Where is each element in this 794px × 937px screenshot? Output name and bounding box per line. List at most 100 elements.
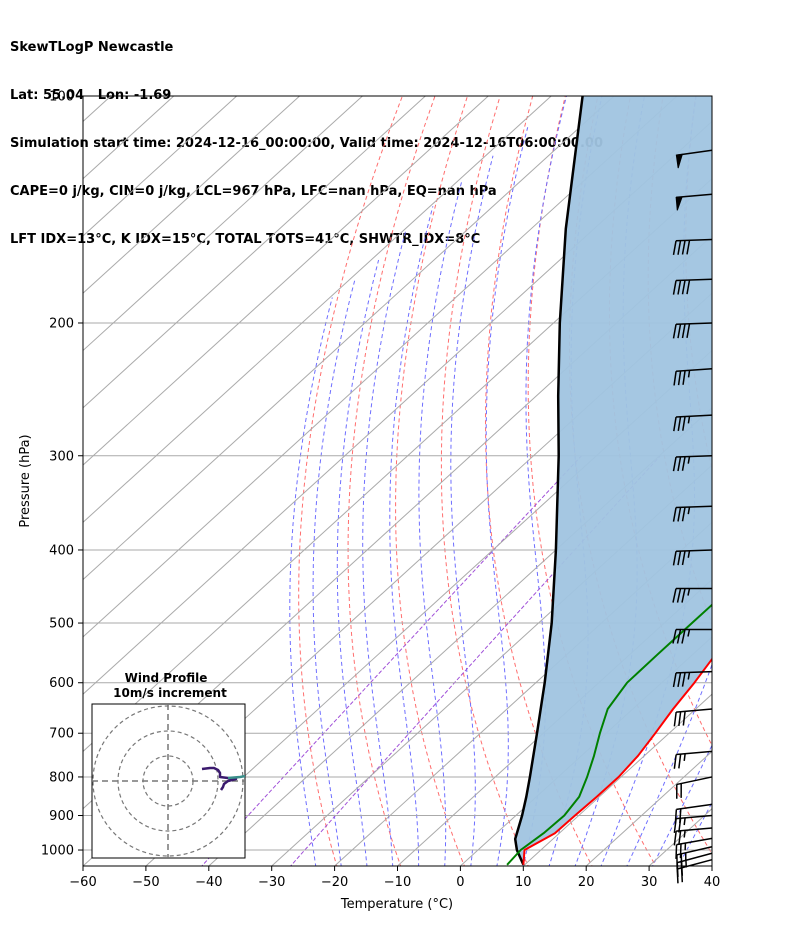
barb-shaft bbox=[675, 505, 713, 509]
barb-full bbox=[679, 808, 682, 824]
wind-barb bbox=[672, 549, 713, 566]
title-station: SkewTLogP Newcastle bbox=[10, 40, 174, 55]
barb-full bbox=[681, 550, 686, 566]
barb-full bbox=[677, 416, 682, 432]
barb-full bbox=[673, 754, 677, 769]
barb-half bbox=[687, 629, 691, 637]
dewpoint-profile-line bbox=[506, 603, 712, 866]
wind-barb bbox=[672, 278, 713, 295]
barb-shaft bbox=[675, 238, 713, 242]
y-tick-label: 1000 bbox=[41, 844, 74, 859]
barb-full bbox=[672, 324, 677, 339]
y-tick-label: 200 bbox=[49, 316, 74, 331]
barb-full bbox=[678, 711, 682, 727]
barb-half bbox=[683, 817, 686, 826]
barb-flag bbox=[675, 196, 683, 211]
moist-adiabat bbox=[362, 228, 407, 866]
wind-barb bbox=[672, 628, 712, 644]
y-tick-label: 300 bbox=[49, 449, 74, 464]
barb-full bbox=[675, 844, 678, 859]
wind-barb bbox=[673, 414, 713, 432]
barb-shaft bbox=[676, 368, 713, 373]
barb-full bbox=[681, 629, 686, 644]
wind-barb bbox=[673, 708, 713, 727]
barb-full bbox=[673, 416, 677, 432]
barb-shaft bbox=[676, 837, 713, 846]
x-tick-label: 40 bbox=[704, 875, 721, 890]
moist-adiabat bbox=[389, 206, 434, 866]
barb-full bbox=[677, 370, 682, 386]
x-tick-label: 0 bbox=[456, 875, 464, 890]
isotherm bbox=[333, 521, 712, 866]
dry-adiabat bbox=[395, 96, 469, 866]
barb-full bbox=[681, 240, 686, 255]
barb-shaft bbox=[677, 858, 713, 870]
barb-shaft bbox=[676, 814, 713, 820]
wind-barb bbox=[672, 505, 713, 522]
barb-full bbox=[672, 551, 677, 566]
barb-full bbox=[681, 672, 686, 687]
moist-adiabat bbox=[522, 96, 568, 866]
barb-full bbox=[672, 629, 677, 644]
barb-full bbox=[682, 711, 686, 726]
isotherm bbox=[83, 96, 301, 294]
x-tick-label: −20 bbox=[321, 875, 348, 890]
wind-barbs bbox=[672, 149, 713, 884]
barb-full bbox=[682, 370, 686, 385]
barb-full bbox=[678, 754, 682, 769]
x-axis-label: Temperature (°C) bbox=[340, 897, 453, 912]
y-axis-label: Pressure (hPa) bbox=[18, 434, 33, 527]
isotherm bbox=[83, 96, 552, 524]
moist-adiabat bbox=[289, 297, 333, 866]
barb-full bbox=[672, 456, 677, 472]
y-tick-label: 100 bbox=[49, 90, 74, 105]
barb-shaft bbox=[675, 455, 713, 458]
barb-shaft bbox=[676, 708, 713, 713]
dry-adiabat bbox=[298, 96, 403, 866]
barb-full bbox=[677, 507, 682, 522]
barb-full bbox=[677, 323, 682, 339]
barb-shaft bbox=[676, 750, 713, 756]
moist-adiabat bbox=[485, 127, 529, 866]
axis-ticks: −60 −50 −40 −30 −20 −10 0 10 20 30 40 100 200 300 400 5… bbox=[41, 90, 720, 891]
isotherm bbox=[585, 750, 712, 866]
figure-header: SkewTLogP Newcastle Lat: 55.04 Lon: -1.6… bbox=[10, 8, 603, 280]
barb-shaft bbox=[676, 414, 713, 418]
barb-full bbox=[676, 588, 682, 603]
dry-adiabat bbox=[347, 96, 436, 866]
barb-full bbox=[672, 507, 677, 522]
wind-barb bbox=[675, 193, 713, 211]
barb-full bbox=[681, 456, 686, 471]
hodograph-trace-lower bbox=[227, 774, 245, 780]
barb-full bbox=[686, 240, 691, 255]
barb-full bbox=[681, 323, 686, 339]
barb-half bbox=[687, 550, 691, 558]
barb-shaft bbox=[675, 670, 713, 674]
dry-adiabat bbox=[440, 96, 529, 866]
barb-full bbox=[677, 456, 682, 472]
barb-full bbox=[672, 240, 677, 255]
barb-full bbox=[681, 588, 686, 603]
wind-barb bbox=[672, 238, 713, 255]
barb-shaft bbox=[675, 278, 713, 282]
wind-barb bbox=[675, 149, 713, 169]
isotherm bbox=[83, 96, 615, 581]
y-tick-label: 500 bbox=[49, 617, 74, 632]
y-tick-label: 700 bbox=[49, 727, 74, 742]
x-tick-label: 20 bbox=[578, 875, 595, 890]
barb-full bbox=[677, 240, 682, 255]
y-tick-label: 400 bbox=[49, 543, 74, 558]
x-tick-label: −10 bbox=[384, 875, 411, 890]
barb-full bbox=[677, 280, 682, 295]
temperature-profile-line bbox=[522, 657, 712, 865]
barb-half bbox=[687, 588, 691, 596]
dry-adiabat bbox=[722, 62, 794, 882]
barb-full bbox=[686, 323, 691, 338]
barb-half bbox=[687, 416, 691, 424]
isotherm bbox=[83, 96, 490, 466]
barb-half bbox=[687, 672, 691, 680]
hodograph-inset: Wind Profile 10m/s increment bbox=[91, 671, 246, 859]
barb-shaft bbox=[675, 322, 713, 325]
